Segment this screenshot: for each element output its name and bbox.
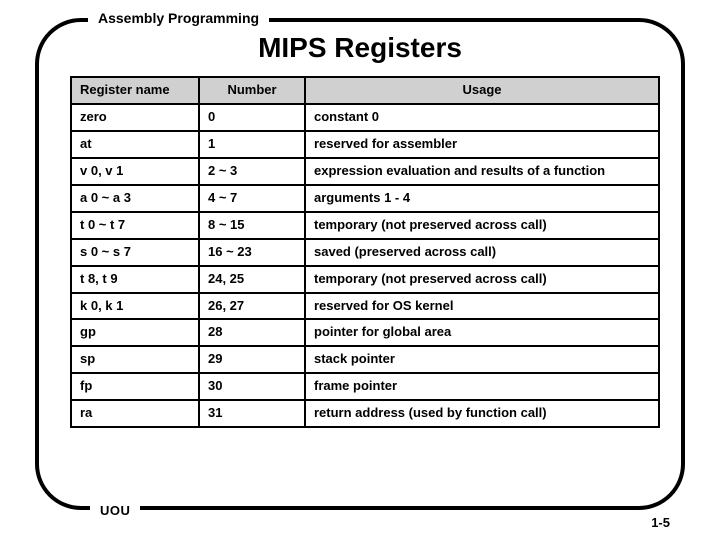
cell-number: 4 ~ 7: [199, 185, 305, 212]
cell-number: 28: [199, 319, 305, 346]
col-header-number: Number: [199, 77, 305, 104]
table-row: gp28pointer for global area: [71, 319, 659, 346]
cell-number: 2 ~ 3: [199, 158, 305, 185]
table-body: zero0constant 0at1reserved for assembler…: [71, 104, 659, 427]
table-row: ra31return address (used by function cal…: [71, 400, 659, 427]
col-header-usage: Usage: [305, 77, 659, 104]
cell-usage: temporary (not preserved across call): [305, 212, 659, 239]
table-row: v 0, v 12 ~ 3expression evaluation and r…: [71, 158, 659, 185]
cell-register-name: t 8, t 9: [71, 266, 199, 293]
cell-register-name: at: [71, 131, 199, 158]
table-row: t 8, t 924, 25temporary (not preserved a…: [71, 266, 659, 293]
table-row: at1reserved for assembler: [71, 131, 659, 158]
cell-number: 8 ~ 15: [199, 212, 305, 239]
cell-number: 26, 27: [199, 293, 305, 320]
cell-number: 24, 25: [199, 266, 305, 293]
cell-register-name: k 0, k 1: [71, 293, 199, 320]
table-row: a 0 ~ a 34 ~ 7arguments 1 - 4: [71, 185, 659, 212]
header-label: Assembly Programming: [88, 8, 269, 28]
cell-register-name: t 0 ~ t 7: [71, 212, 199, 239]
table-header-row: Register name Number Usage: [71, 77, 659, 104]
cell-register-name: zero: [71, 104, 199, 131]
cell-usage: reserved for OS kernel: [305, 293, 659, 320]
cell-usage: reserved for assembler: [305, 131, 659, 158]
cell-number: 0: [199, 104, 305, 131]
slide-title: MIPS Registers: [0, 32, 720, 64]
cell-register-name: sp: [71, 346, 199, 373]
table-row: t 0 ~ t 78 ~ 15temporary (not preserved …: [71, 212, 659, 239]
table-head: Register name Number Usage: [71, 77, 659, 104]
cell-usage: temporary (not preserved across call): [305, 266, 659, 293]
cell-register-name: a 0 ~ a 3: [71, 185, 199, 212]
col-header-register-name: Register name: [71, 77, 199, 104]
cell-usage: saved (preserved across call): [305, 239, 659, 266]
registers-table: Register name Number Usage zero0constant…: [70, 76, 660, 428]
cell-number: 29: [199, 346, 305, 373]
cell-usage: constant 0: [305, 104, 659, 131]
cell-usage: frame pointer: [305, 373, 659, 400]
table-row: sp29stack pointer: [71, 346, 659, 373]
registers-table-wrap: Register name Number Usage zero0constant…: [70, 76, 660, 428]
cell-usage: expression evaluation and results of a f…: [305, 158, 659, 185]
cell-usage: stack pointer: [305, 346, 659, 373]
cell-number: 16 ~ 23: [199, 239, 305, 266]
cell-number: 31: [199, 400, 305, 427]
footer-left-label: UOU: [90, 503, 140, 518]
cell-usage: arguments 1 - 4: [305, 185, 659, 212]
cell-usage: return address (used by function call): [305, 400, 659, 427]
slide: Assembly Programming MIPS Registers Regi…: [0, 0, 720, 540]
cell-register-name: ra: [71, 400, 199, 427]
cell-register-name: gp: [71, 319, 199, 346]
table-row: k 0, k 126, 27reserved for OS kernel: [71, 293, 659, 320]
page-number: 1-5: [651, 515, 670, 530]
table-row: fp30frame pointer: [71, 373, 659, 400]
cell-number: 30: [199, 373, 305, 400]
table-row: zero0constant 0: [71, 104, 659, 131]
cell-number: 1: [199, 131, 305, 158]
cell-usage: pointer for global area: [305, 319, 659, 346]
cell-register-name: fp: [71, 373, 199, 400]
cell-register-name: s 0 ~ s 7: [71, 239, 199, 266]
table-row: s 0 ~ s 716 ~ 23saved (preserved across …: [71, 239, 659, 266]
cell-register-name: v 0, v 1: [71, 158, 199, 185]
